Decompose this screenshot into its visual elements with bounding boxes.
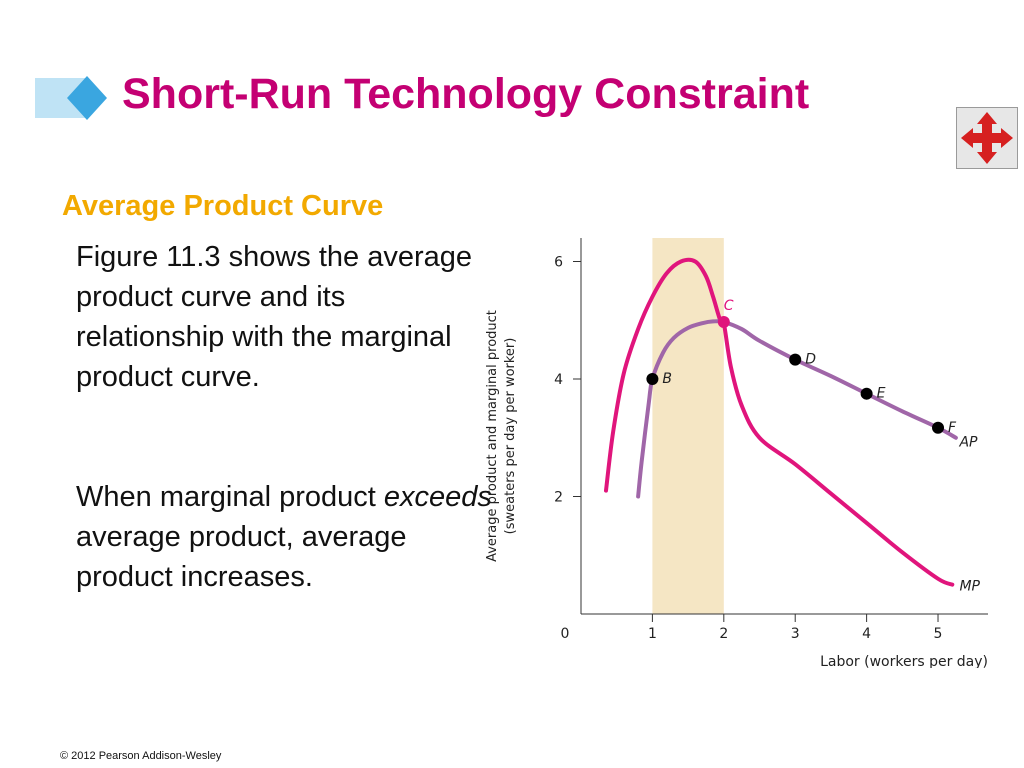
slide-title: Short-Run Technology Constraint [122, 70, 810, 118]
shaded-region [652, 238, 724, 614]
body-paragraph-1: Figure 11.3 shows the average product cu… [76, 241, 473, 393]
four-way-arrows-icon [961, 112, 1013, 164]
point-label-f: F [948, 420, 957, 436]
y-tick-label: 2 [554, 490, 563, 506]
x-tick-label: 2 [719, 626, 728, 642]
body-paragraph-2: When marginal product exceeds average pr… [76, 477, 496, 597]
y-tick-label: 4 [554, 372, 563, 388]
point-label-d: D [805, 352, 816, 368]
x-axis-label: Labor (workers per day) [820, 654, 988, 668]
curve-label-mp: MP [959, 579, 980, 595]
point-e [860, 387, 873, 400]
section-subtitle: Average Product Curve [62, 190, 384, 222]
nav-button[interactable] [956, 107, 1018, 169]
title-decoration [35, 76, 107, 120]
copyright-footer: © 2012 Pearson Addison-Wesley [60, 750, 222, 762]
product-curves-chart: 0 1 2 3 4 5 2 4 6 Labor (workers per day) Average … [485, 238, 988, 668]
y-tick-label: 6 [554, 255, 563, 271]
curve-label-ap: AP [958, 435, 978, 451]
point-b [646, 373, 659, 385]
x-tick-label: 4 [862, 626, 871, 642]
paragraph-2-start: When marginal product [76, 481, 384, 513]
x-tick-label: 0 [561, 626, 570, 642]
x-tick-label: 5 [934, 626, 943, 642]
paragraph-2-end: average product, average product increas… [76, 521, 407, 593]
paragraph-2-emphasis: exceeds [383, 481, 492, 513]
x-tick-label: 1 [648, 626, 657, 642]
point-f [932, 421, 945, 434]
y-axis-label: Average product and marginal product [485, 310, 500, 562]
point-label-e: E [877, 386, 886, 402]
point-label-c: C [724, 298, 734, 314]
point-d [789, 353, 802, 366]
point-c [717, 316, 730, 329]
title-decoration-diamond [67, 76, 107, 120]
x-tick-label: 3 [791, 626, 800, 642]
point-label-b: B [662, 371, 672, 387]
y-axis-label: (sweaters per day per worker) [503, 338, 518, 535]
